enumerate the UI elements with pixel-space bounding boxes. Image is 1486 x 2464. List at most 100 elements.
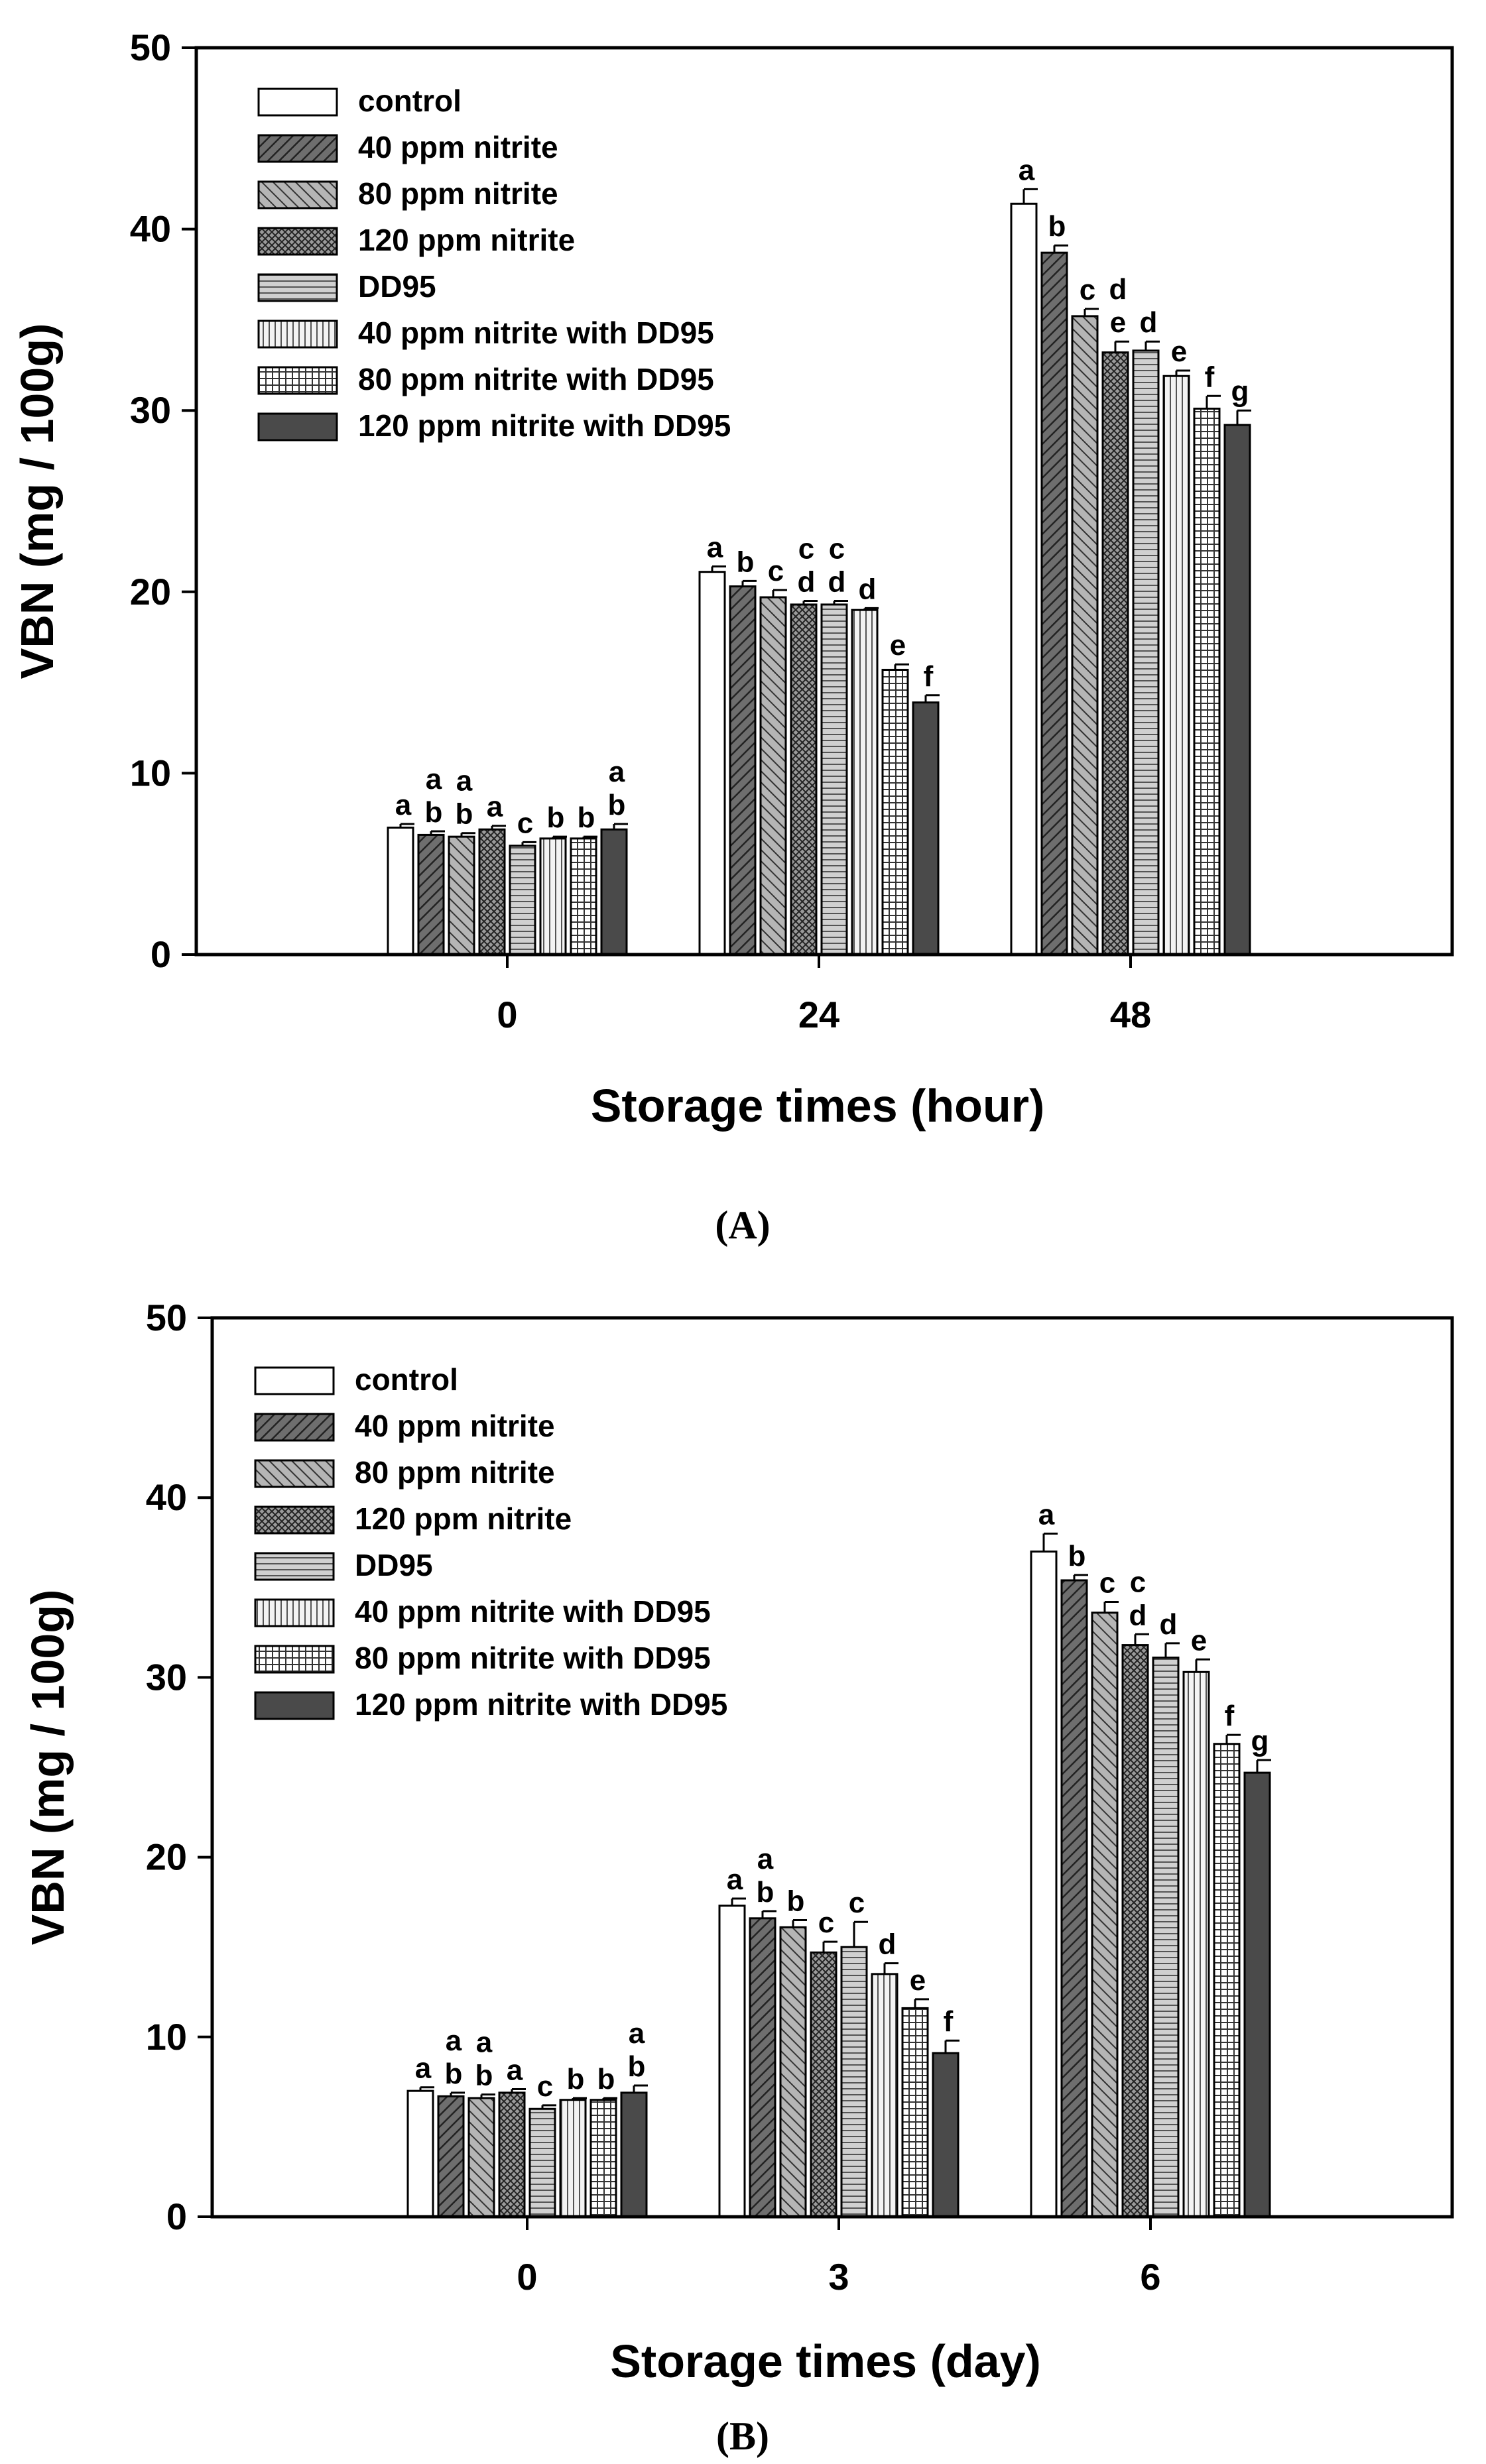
panel-label-b: (B) <box>716 2414 769 2458</box>
legend-label: 40 ppm nitrite <box>355 1409 555 1443</box>
significance-label: b <box>737 546 755 578</box>
significance-label: g <box>1231 375 1249 408</box>
legend-swatch <box>257 320 338 349</box>
significance-label: a <box>487 791 503 823</box>
legend-label: 120 ppm nitrite <box>358 223 575 257</box>
significance-label: a <box>476 2026 493 2059</box>
bar <box>570 837 597 956</box>
legend-swatch <box>254 1552 335 1581</box>
bar <box>851 609 879 956</box>
bar <box>698 571 726 956</box>
significance-label: d <box>1129 1599 1147 1631</box>
bar <box>1223 424 1251 956</box>
x-tick-label: 0 <box>497 994 517 1035</box>
bar <box>620 2091 648 2218</box>
significance-label: a <box>426 763 442 795</box>
legend-swatch <box>257 227 338 256</box>
significance-label: e <box>1191 1624 1207 1657</box>
bar <box>881 668 909 956</box>
legend-label: 120 ppm nitrite with DD95 <box>355 1687 727 1722</box>
x-tick-label: 6 <box>1140 2256 1160 2298</box>
bar <box>1060 1579 1088 2218</box>
bar <box>871 1973 898 2218</box>
y-tick-label: 30 <box>146 1656 187 1698</box>
bar <box>417 833 445 956</box>
bar <box>478 828 506 956</box>
significance-label: c <box>1099 1566 1115 1599</box>
bar <box>820 603 848 956</box>
y-tick-label: 30 <box>130 389 171 431</box>
significance-label: b <box>425 796 443 829</box>
significance-label: f <box>944 2005 954 2038</box>
y-tick-label: 40 <box>146 1476 187 1518</box>
bar <box>387 826 414 956</box>
significance-label: f <box>1225 1700 1235 1732</box>
bar <box>528 2107 556 2218</box>
legend-swatch <box>254 1459 335 1488</box>
significance-label: b <box>578 801 595 834</box>
legend-swatch <box>257 412 338 441</box>
y-tick-label: 20 <box>146 1836 187 1878</box>
legend-swatch <box>254 1366 335 1395</box>
legend-label: 80 ppm nitrite <box>358 176 558 211</box>
significance-label: d <box>1160 1608 1178 1641</box>
significance-label: a <box>609 756 625 788</box>
significance-label: g <box>1251 1725 1269 1757</box>
y-tick-label: 10 <box>130 752 171 793</box>
legend-label: 80 ppm nitrite <box>355 1455 555 1490</box>
significance-label: f <box>924 660 934 693</box>
significance-label: c <box>517 807 533 839</box>
bar <box>1030 1551 1058 2218</box>
x-tick-label: 3 <box>828 2256 849 2298</box>
y-axis-title: VBN (mg / 100g) <box>22 1590 74 1946</box>
bar <box>1040 251 1068 956</box>
bar <box>589 2099 617 2218</box>
legend-label: control <box>355 1362 458 1397</box>
legend-swatch <box>257 366 338 395</box>
bar <box>1213 1743 1241 2218</box>
bar <box>1152 1657 1180 2218</box>
bar <box>1162 375 1190 956</box>
significance-label: c <box>1130 1566 1146 1598</box>
plot-frame <box>194 46 1454 957</box>
bar <box>1091 1612 1119 2218</box>
bar <box>437 2095 465 2218</box>
legend-label: 80 ppm nitrite with DD95 <box>358 362 714 396</box>
y-axis-title: VBN (mg / 100g) <box>11 323 63 679</box>
legend-swatch <box>257 180 338 209</box>
significance-label: a <box>1019 154 1035 186</box>
significance-label: b <box>757 1876 774 1908</box>
significance-label: a <box>707 531 723 563</box>
y-tick-label: 40 <box>130 208 171 250</box>
bar <box>790 603 818 956</box>
significance-label: b <box>608 789 626 821</box>
bar <box>1010 202 1038 956</box>
significance-label: e <box>1110 306 1126 339</box>
significance-label: e <box>890 629 906 662</box>
legend-swatch <box>254 1645 335 1674</box>
y-tick-label: 0 <box>151 933 171 975</box>
bar <box>729 585 757 956</box>
legend-label: 40 ppm nitrite <box>358 130 558 164</box>
legend-label: 120 ppm nitrite with DD95 <box>358 408 731 443</box>
legend-label: DD95 <box>355 1548 433 1582</box>
bar <box>467 2097 495 2218</box>
bar <box>539 837 567 956</box>
bar <box>810 1951 837 2218</box>
significance-label: a <box>446 2024 462 2057</box>
x-tick-label: 0 <box>517 2256 537 2298</box>
legend-label: 40 ppm nitrite with DD95 <box>355 1594 711 1629</box>
bar <box>749 1917 776 2218</box>
bar <box>840 1946 868 2218</box>
y-tick-label: 20 <box>130 571 171 613</box>
legend-label: 120 ppm nitrite <box>355 1501 572 1536</box>
legend-swatch <box>254 1413 335 1442</box>
bar <box>509 845 536 956</box>
significance-label: d <box>879 1928 897 1961</box>
significance-label: c <box>768 555 784 587</box>
significance-label: d <box>1140 306 1158 339</box>
legend-swatch <box>254 1691 335 1720</box>
significance-label: b <box>567 2063 585 2095</box>
